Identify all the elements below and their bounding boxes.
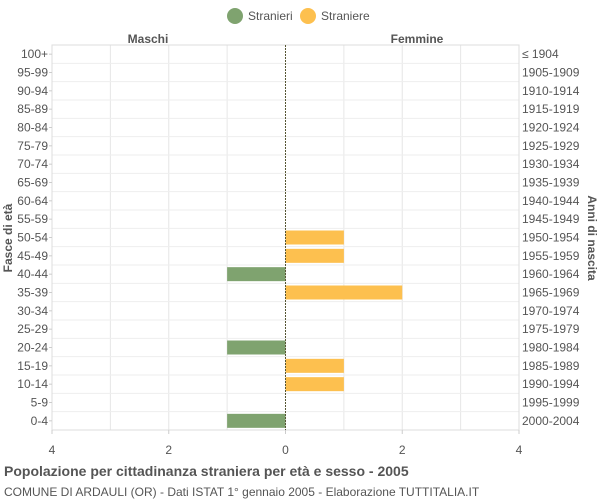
male-bar-40-44 [227,267,286,282]
age-class-label: 75-79 [17,139,48,153]
x-tick-label: 4 [49,443,56,457]
birth-year-label: 1995-1999 [522,396,580,410]
age-class-label: 0-4 [31,414,49,428]
birth-year-label: 1910-1914 [522,84,580,98]
birth-year-label: 1920-1924 [522,121,580,135]
birth-year-label: 1935-1939 [522,176,580,190]
birth-year-label: 1965-1969 [522,286,580,300]
age-class-label: 70-74 [17,157,48,171]
age-class-label: 55-59 [17,212,48,226]
legend-swatch-straniere [300,8,316,24]
birth-year-label: 1925-1929 [522,139,580,153]
age-class-label: 30-34 [17,304,48,318]
age-class-label: 80-84 [17,121,48,135]
birth-year-label: 1985-1989 [522,359,580,373]
birth-year-label: 1945-1949 [522,212,580,226]
age-class-label: 20-24 [17,341,48,355]
birth-year-labels: ≤ 1904 1905-1909 1910-1914 1915-1919 1920-19… [522,47,580,428]
female-bar-35-39 [285,285,403,300]
age-class-label: 85-89 [17,102,48,116]
age-class-label: 10-14 [17,377,48,391]
age-class-label: 60-64 [17,194,48,208]
legend-swatch-stranieri [227,8,243,24]
chart-title: Popolazione per cittadinanza straniera p… [4,463,409,479]
age-class-label: 25-29 [17,322,48,336]
birth-year-label: 1915-1919 [522,102,580,116]
female-bar-45-49 [285,248,344,263]
birth-year-label: 2000-2004 [522,414,580,428]
age-class-label: 90-94 [17,84,48,98]
male-bar-0-4 [227,413,286,428]
age-class-label: 50-54 [17,231,48,245]
female-bar-50-54 [285,230,344,245]
age-class-label: 100+ [21,47,48,61]
x-tick-label: 2 [399,443,406,457]
birth-year-label: 1940-1944 [522,194,580,208]
birth-year-label: 1980-1984 [522,341,580,355]
age-class-label: 40-44 [17,267,48,281]
birth-year-label: 1990-1994 [522,377,580,391]
legend-label-stranieri: Stranieri [248,9,293,23]
birth-year-label: 1975-1979 [522,322,580,336]
y-axis-right-label: Anni di nascita [585,195,599,281]
males-side-label: Maschi [128,32,169,46]
birth-year-label: 1930-1934 [522,157,580,171]
x-tick-label: 2 [165,443,172,457]
female-bar-15-19 [285,358,344,373]
age-class-label: 15-19 [17,359,48,373]
birth-year-label: 1970-1974 [522,304,580,318]
x-tick-label: 0 [282,443,289,457]
age-class-label: 45-49 [17,249,48,263]
male-bar-20-24 [227,340,286,355]
age-class-labels: 100+ 95-99 90-94 85-89 80-84 75-79 70-74 65-69 6… [17,47,52,428]
females-side-label: Femmine [391,32,444,46]
female-bar-10-14 [285,377,344,392]
chart-subtitle: COMUNE DI ARDAULI (OR) - Dati ISTAT 1° g… [4,485,480,499]
birth-year-label: 1955-1959 [522,249,580,263]
birth-year-label: ≤ 1904 [522,47,559,61]
birth-year-label: 1960-1964 [522,267,580,281]
age-class-label: 95-99 [17,66,48,80]
age-class-label: 5-9 [31,396,49,410]
bars [227,45,403,430]
x-tick-label: 4 [516,443,523,457]
age-class-label: 65-69 [17,176,48,190]
legend: Stranieri Straniere [227,8,370,24]
population-pyramid-chart: Stranieri Straniere Maschi Femmine 100+ 95… [1,8,599,457]
legend-label-straniere: Straniere [321,9,370,23]
age-class-label: 35-39 [17,286,48,300]
birth-year-label: 1950-1954 [522,231,580,245]
y-axis-left-label: Fasce di età [1,203,15,272]
x-axis-ticks: 4 2 0 2 4 [49,430,523,457]
birth-year-label: 1905-1909 [522,66,580,80]
